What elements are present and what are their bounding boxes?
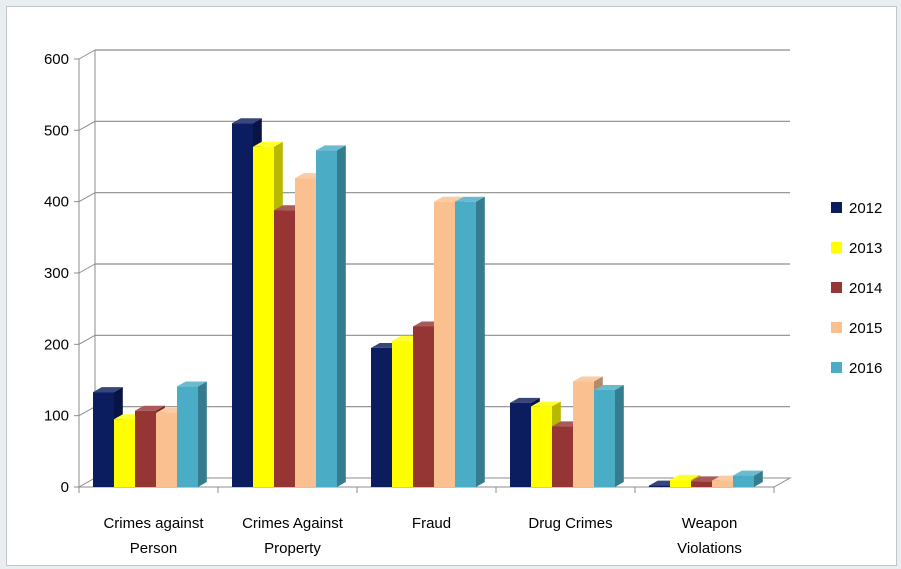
legend-item: 2013 xyxy=(831,240,882,257)
bar-front xyxy=(274,210,295,487)
bar xyxy=(455,196,485,487)
gridline-diagonal xyxy=(78,120,96,131)
y-axis: 0 100 200 300 400 500 600 xyxy=(44,51,79,496)
legend-swatch xyxy=(831,242,842,253)
y-tick-label: 300 xyxy=(44,265,69,282)
bar-front xyxy=(434,201,455,487)
bar-top xyxy=(232,118,262,124)
bar-front xyxy=(573,381,594,487)
bar-front xyxy=(232,123,253,487)
legend-label: 2014 xyxy=(849,280,882,297)
x-category-label: Person xyxy=(130,540,178,557)
bar-front xyxy=(510,402,531,487)
bar-front xyxy=(253,146,274,488)
legend-item: 2014 xyxy=(831,280,882,297)
y-tick-label: 0 xyxy=(61,479,69,496)
bar-side xyxy=(337,145,346,487)
legend: 2012 2013 2014 2015 2016 xyxy=(831,200,882,377)
legend-item: 2012 xyxy=(831,200,882,217)
y-tick-label: 600 xyxy=(44,51,69,68)
bar-top xyxy=(510,397,540,403)
bars xyxy=(93,118,763,488)
legend-label: 2012 xyxy=(849,200,882,217)
x-category-label: Crimes against xyxy=(103,515,204,532)
y-tick-label: 500 xyxy=(44,122,69,139)
bar-front xyxy=(93,392,114,487)
bar xyxy=(177,381,207,487)
bar-top xyxy=(670,474,700,480)
bar-front xyxy=(114,419,135,487)
bar-top xyxy=(253,141,283,147)
gridline-diagonal xyxy=(78,263,96,274)
gridline-diagonal xyxy=(78,192,96,203)
bar xyxy=(733,470,763,487)
bar-side xyxy=(476,196,485,487)
legend-label: 2013 xyxy=(849,240,882,257)
bar xyxy=(594,385,624,487)
bar-front xyxy=(712,480,733,487)
bar-front xyxy=(531,406,552,487)
gridline-diagonal xyxy=(78,406,96,417)
bar-side xyxy=(198,381,207,487)
legend-item: 2015 xyxy=(831,320,882,337)
bar-front xyxy=(295,178,316,488)
bar xyxy=(316,145,346,487)
bar-top xyxy=(177,381,207,387)
bar-top xyxy=(594,385,624,390)
y-tick-label: 400 xyxy=(44,194,69,211)
bar-top xyxy=(733,470,763,476)
bar-front xyxy=(733,475,754,487)
legend-swatch xyxy=(831,282,842,293)
bar-front xyxy=(649,485,670,487)
legend-swatch xyxy=(831,322,842,333)
bar-top xyxy=(573,376,603,382)
bar-front xyxy=(156,412,177,487)
x-axis: Crimes against Person Crimes Against Proper… xyxy=(78,487,775,557)
bar-side xyxy=(754,470,763,487)
bar-top xyxy=(135,405,165,411)
legend-label: 2016 xyxy=(849,360,882,377)
bar-front xyxy=(177,386,198,487)
bar-top xyxy=(455,196,485,202)
bar-chart: 0 100 200 300 400 500 600 Crimes against Person… xyxy=(44,49,882,557)
bar-top xyxy=(316,145,346,151)
bar-front xyxy=(594,389,615,487)
bar-top xyxy=(434,196,464,202)
gridline-diagonal xyxy=(78,334,96,345)
legend-item: 2016 xyxy=(831,360,882,377)
y-tick-label: 100 xyxy=(44,408,69,425)
x-category-label: Fraud xyxy=(412,515,451,532)
bar-front xyxy=(691,481,712,487)
x-category-label: Violations xyxy=(677,540,742,557)
bar-front xyxy=(316,150,337,487)
bar-top xyxy=(531,401,561,407)
x-category-label: Crimes Against xyxy=(242,515,344,532)
bar-front xyxy=(552,426,573,487)
x-category-label: Property xyxy=(264,540,321,557)
legend-swatch xyxy=(831,362,842,373)
legend-swatch xyxy=(831,202,842,213)
bar-front xyxy=(413,326,434,487)
chart-frame: 0 100 200 300 400 500 600 Crimes against Person… xyxy=(6,6,897,566)
bar-front xyxy=(670,479,691,487)
x-category-label: Weapon xyxy=(682,515,738,532)
legend-label: 2015 xyxy=(849,320,882,337)
gridline-diagonal xyxy=(78,49,96,60)
bar-top xyxy=(93,387,123,393)
y-tick-label: 200 xyxy=(44,336,69,353)
bar-front xyxy=(392,340,413,487)
bar-front xyxy=(135,410,156,487)
bar-front xyxy=(455,201,476,487)
x-category-label: Drug Crimes xyxy=(528,515,612,532)
bar-side xyxy=(615,385,624,487)
bar-front xyxy=(371,347,392,487)
